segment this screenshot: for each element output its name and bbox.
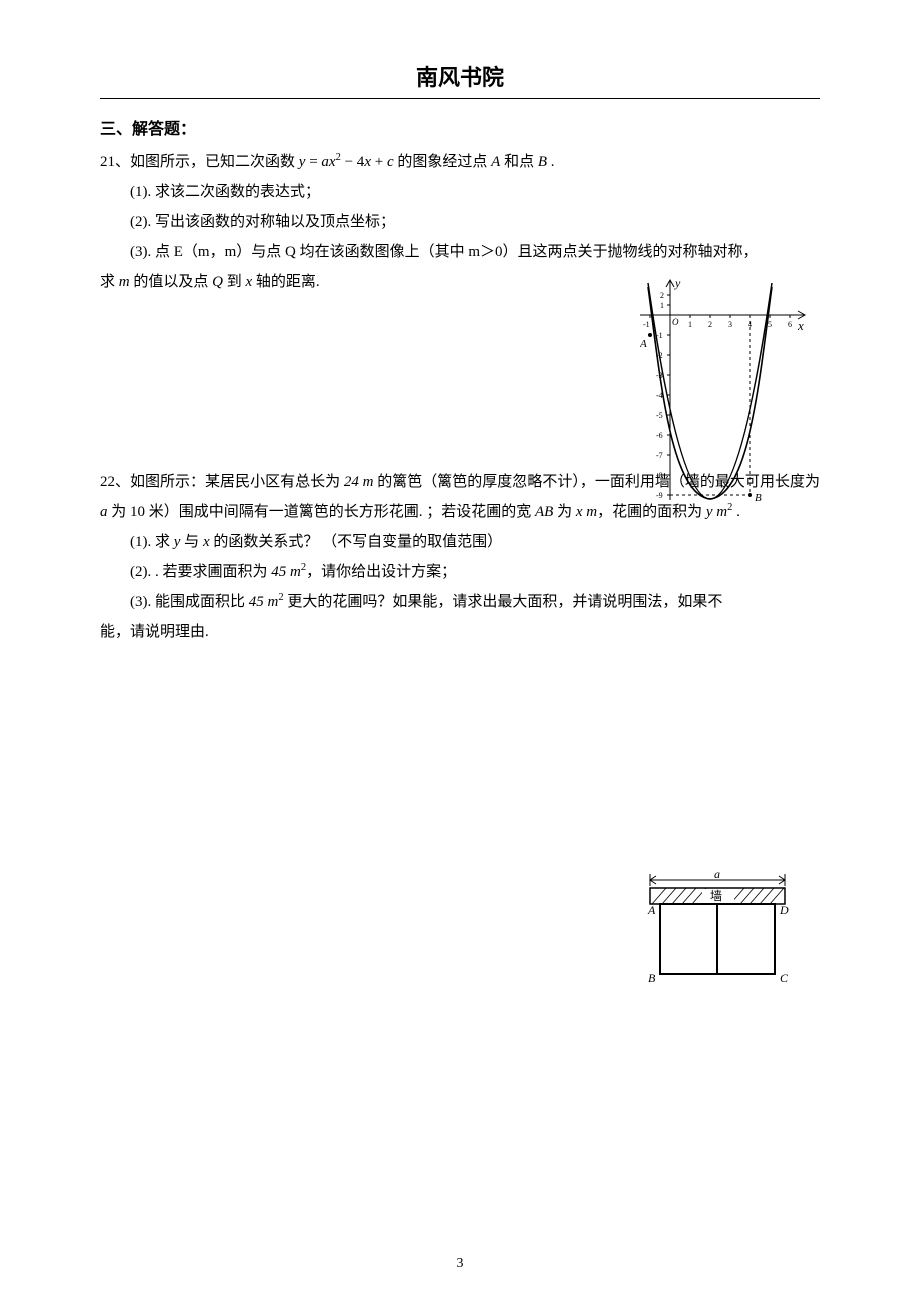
q22-stem-d: 为	[553, 504, 576, 520]
q22-p3-a: (3). 能围成面积比	[130, 594, 249, 610]
ytick-n5: -5	[656, 411, 663, 420]
ytick-p1: 1	[660, 301, 664, 310]
q22-p2-b: ，请你给出设计方案；	[306, 564, 456, 580]
a-dim-label: a	[714, 870, 720, 881]
q21-number: 21、	[100, 154, 130, 170]
origin-label: O	[672, 317, 679, 327]
q22-p2-45: 45 m	[271, 564, 301, 580]
q22-p3-45: 45 m	[249, 594, 279, 610]
q22-len: 24 m	[344, 474, 374, 490]
q21-p2: (2). 写出该函数的对称轴以及顶点坐标；	[100, 207, 820, 237]
q22-p3a: (3). 能围成面积比 45 m2 更大的花圃吗？如果能，请求出最大面积，并请说…	[100, 587, 820, 617]
q21-p3b-d: 轴的距离.	[252, 274, 320, 290]
q22-number: 22、	[100, 474, 130, 490]
q22-AB: AB	[535, 504, 553, 520]
q21-B: B	[538, 154, 547, 170]
q21-A: A	[491, 154, 500, 170]
q21-x: x	[364, 154, 371, 170]
page-number: 3	[0, 1256, 920, 1272]
q22-p2: (2). . 若要求圃面积为 45 m2，请你给出设计方案；	[100, 557, 820, 587]
figure-parabola: 1 2 3 4 5 6 -1 O 1 2	[640, 275, 810, 505]
point-A-label: A	[640, 338, 647, 350]
page-title: 南风书院	[100, 60, 820, 99]
q21-p3b-a: 求	[100, 274, 119, 290]
label-C: C	[780, 971, 789, 985]
q22-p1-x: x	[203, 534, 210, 550]
ytick-p2: 2	[660, 291, 664, 300]
q21-plus: +	[371, 154, 387, 170]
q22-ym: y m	[706, 504, 727, 520]
q21-stem-a: 如图所示，已知二次函数	[130, 154, 299, 170]
q21-p3b-c: 到	[223, 274, 246, 290]
q21-c: c	[387, 154, 394, 170]
q22-stem-c: 为 10 米）围成中间隔有一道篱笆的长方形花圃. ；若设花圃的宽	[108, 504, 536, 520]
xtick-5: 5	[768, 320, 772, 329]
q21-eq: =	[305, 154, 321, 170]
q22-p1: (1). 求 y 与 x 的函数关系式？ （不写自变量的取值范围）	[100, 527, 820, 557]
q22-xm: x m	[576, 504, 597, 520]
xtick-3: 3	[728, 320, 732, 329]
q21-p1: (1). 求该二次函数的表达式；	[100, 177, 820, 207]
y-axis-label: y	[674, 276, 681, 290]
q22-p1-c: 的函数关系式？ （不写自变量的取值范围）	[210, 534, 503, 550]
label-D: D	[779, 903, 789, 917]
xtick-1: 1	[688, 320, 692, 329]
q21-and: 和点	[500, 154, 538, 170]
wall-label: 墙	[710, 889, 722, 903]
q22-stem-f: .	[732, 504, 740, 520]
q21-p3b-m: m	[119, 274, 130, 290]
ytick-n6: -6	[656, 431, 663, 440]
point-B-label: B	[755, 492, 762, 504]
q22-stem-e: ，花圃的面积为	[597, 504, 706, 520]
q21-minus: − 4	[341, 154, 364, 170]
xtick-neg1: -1	[643, 320, 650, 329]
label-B: B	[648, 971, 656, 985]
ytick-n7: -7	[656, 451, 663, 460]
q22-a: a	[100, 504, 108, 520]
q22-stem-a: 如图所示：某居民小区有总长为	[130, 474, 344, 490]
point-B-dot	[748, 493, 752, 497]
x-axis-label: x	[797, 318, 804, 333]
xtick-2: 2	[708, 320, 712, 329]
q22-p1-b: 与	[180, 534, 203, 550]
q22-p3c: 能，请说明理由.	[100, 617, 820, 647]
xtick-6: 6	[788, 320, 792, 329]
ytick-n9: -9	[656, 491, 663, 500]
garden-rect	[660, 904, 775, 974]
q21-x2: x	[329, 154, 336, 170]
q22-p2-a: (2). . 若要求圃面积为	[130, 564, 271, 580]
point-A-dot	[648, 333, 652, 337]
figure-garden: a 墙 A D B C	[640, 870, 795, 990]
q21-stem-b: 的图象经过点	[394, 154, 492, 170]
q21-p3b-b: 的值以及点	[130, 274, 213, 290]
section-title: 三、解答题：	[100, 115, 820, 139]
q21-p3a: (3). 点 E（m，m）与点 Q 均在该函数图像上（其中 m＞0）且这两点关于…	[100, 237, 820, 267]
q21-p3b-Q: Q	[212, 274, 223, 290]
ytick-n8: -8	[656, 471, 663, 480]
page: 南风书院 三、解答题： 21、如图所示，已知二次函数 y = ax2 − 4x …	[0, 0, 920, 1302]
q22-p1-a: (1). 求	[130, 534, 174, 550]
q22-p3-b: 更大的花圃吗？如果能，请求出最大面积，并请说明围法，如果不	[284, 594, 723, 610]
q21-stem: 21、如图所示，已知二次函数 y = ax2 − 4x + c 的图象经过点 A…	[100, 147, 820, 177]
q21-period: .	[547, 154, 555, 170]
q21-a: a	[321, 154, 329, 170]
label-A: A	[647, 903, 656, 917]
